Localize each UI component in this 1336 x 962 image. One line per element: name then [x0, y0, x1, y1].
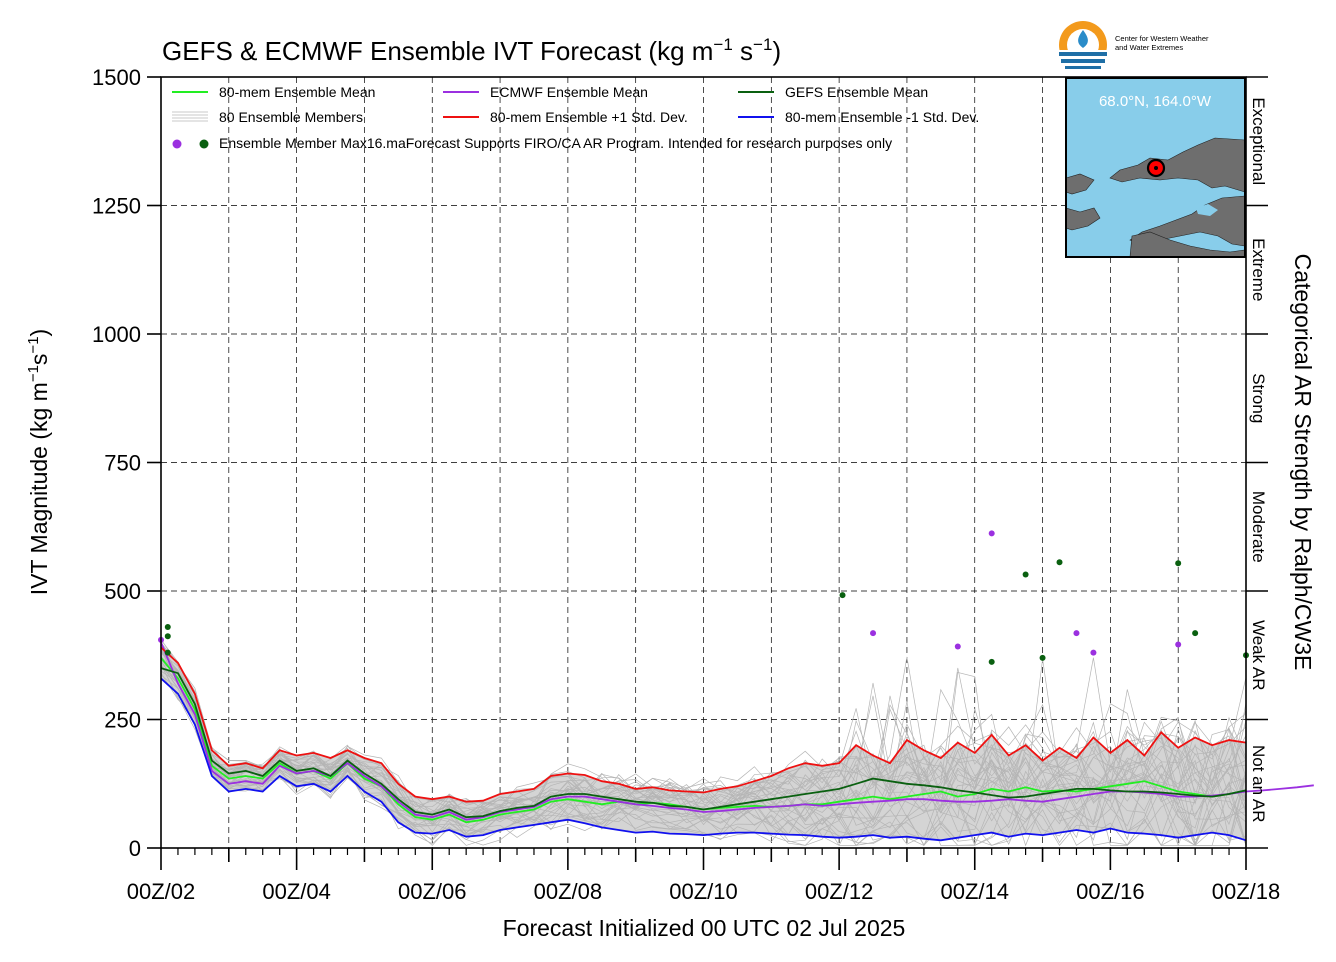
member-max-marker	[988, 530, 995, 537]
y-tick-label: 500	[104, 579, 141, 604]
ensemble-member-line	[160, 663, 1247, 846]
x-axis-label: Forecast Initialized 00 UTC 02 Jul 2025	[503, 915, 906, 941]
logo-drop-icon	[1078, 30, 1088, 48]
member-max-marker	[954, 643, 961, 650]
ensemble-member-line	[160, 650, 1247, 819]
inset-map: 68.0°N, 164.0°W	[1065, 77, 1246, 258]
member-max-marker	[1192, 630, 1199, 637]
member-max-marker	[164, 633, 171, 640]
member-max-marker	[1022, 571, 1029, 578]
member-max-marker	[1056, 559, 1063, 566]
x-tick-label: 00Z/16	[1076, 879, 1145, 904]
legend-label-minus-std: 80-mem Ensemble -1 Std. Dev.	[785, 109, 979, 125]
y-tick-label: 750	[104, 451, 141, 476]
member-max-marker	[870, 630, 877, 637]
ensemble-member-line	[160, 667, 1247, 838]
ar-category-labels: Not an AR Weak AR Moderate Strong Extreme Exc…	[1249, 97, 1268, 822]
cw3e-logo: Center for Western Weather and Water Ext…	[1058, 21, 1209, 70]
ar-category-label: Strong	[1249, 373, 1268, 423]
ensemble-member-line	[160, 639, 1247, 812]
y-tick-label: 1250	[92, 194, 141, 219]
x-tick-label: 00Z/10	[669, 879, 738, 904]
member-max-marker	[1039, 654, 1046, 661]
legend-gefs-dot	[199, 139, 209, 149]
member-max-marker	[839, 592, 846, 599]
legend-label-members: 80 Ensemble Members	[219, 109, 363, 125]
member-max-marker	[164, 649, 171, 656]
y-axis-ticks: 0 250 500 750 1000 1250 1500	[92, 65, 1268, 861]
y-tick-label: 1000	[92, 322, 141, 347]
series-lines	[160, 642, 1314, 842]
series-line	[160, 667, 1247, 819]
y-tick-label: 0	[129, 836, 141, 861]
ar-category-label: Not an AR	[1249, 745, 1268, 823]
right-axis-label: Categorical AR Strength by Ralph/CW3E	[1290, 254, 1316, 671]
ar-category-label: Weak AR	[1249, 620, 1268, 691]
x-axis-ticks: 00Z/02 00Z/04 00Z/06 00Z/08 00Z/10 00Z/12 00Z/…	[127, 848, 1281, 904]
ensemble-member-line	[160, 661, 1247, 847]
legend-label-mean: 80-mem Ensemble Mean	[219, 84, 375, 100]
series-line	[160, 677, 1247, 842]
member-max-marker	[1175, 641, 1182, 648]
legend-ecmwf-dot	[172, 139, 182, 149]
x-tick-label: 00Z/14	[941, 879, 1010, 904]
x-tick-label: 00Z/08	[534, 879, 603, 904]
legend-label-gefs: GEFS Ensemble Mean	[785, 84, 928, 100]
member-max-marker	[1090, 649, 1097, 656]
y-axis-label: IVT Magnitude (kg m−1s−1)	[25, 329, 52, 595]
y-tick-label: 250	[104, 708, 141, 733]
ar-category-label: Extreme	[1249, 238, 1268, 301]
ar-category-label: Moderate	[1249, 491, 1268, 563]
member-max-marker	[988, 658, 995, 665]
ensemble-member-line	[160, 644, 1247, 815]
series-line	[160, 646, 1247, 803]
y-tick-label: 1500	[92, 65, 141, 90]
ensemble-member-line	[160, 644, 1247, 816]
logo-text-line2: and Water Extremes	[1115, 43, 1183, 52]
logo-text-line1: Center for Western Weather	[1115, 34, 1209, 43]
ensemble-member-line	[160, 659, 1247, 818]
member-max-marker	[1175, 560, 1182, 567]
x-tick-label: 00Z/06	[398, 879, 467, 904]
x-tick-label: 00Z/04	[262, 879, 331, 904]
chart-title: GEFS & ECMWF Ensemble IVT Forecast (kg m…	[162, 35, 781, 66]
ensemble-member-line	[160, 663, 1247, 846]
grid-lines	[161, 77, 1246, 848]
x-tick-label: 00Z/02	[127, 879, 196, 904]
x-tick-label: 00Z/18	[1212, 879, 1281, 904]
legend-label-plus-std: 80-mem Ensemble +1 Std. Dev.	[490, 109, 688, 125]
legend: 80-mem Ensemble Mean ECMWF Ensemble Mean…	[172, 84, 979, 151]
legend-label-member-max: Ensemble Member Max16.maForecast Support…	[219, 135, 892, 151]
x-tick-label: 00Z/12	[805, 879, 874, 904]
member-max-marker	[1073, 630, 1080, 637]
legend-label-ecmwf: ECMWF Ensemble Mean	[490, 84, 648, 100]
ensemble-member-line	[160, 672, 1247, 847]
inset-map-coordinates: 68.0°N, 164.0°W	[1099, 93, 1212, 110]
ar-category-label: Exceptional	[1249, 97, 1268, 185]
member-max-marker	[164, 623, 171, 630]
